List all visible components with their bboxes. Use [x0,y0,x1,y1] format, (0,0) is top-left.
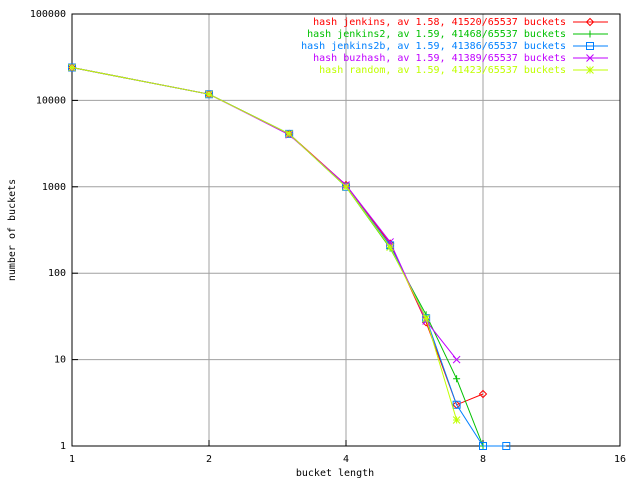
y-tick-label: 10000 [36,95,66,106]
x-tick-label: 4 [343,454,349,465]
x-tick-label: 8 [480,454,486,465]
point-marker [586,54,594,62]
y-tick-label: 1000 [42,182,66,193]
point-marker [205,90,213,99]
legend-label: hash buzhash, av 1.59, 41389/65537 bucke… [313,53,566,64]
point-marker [585,17,595,27]
series-line [71,67,507,447]
y-axis-label: number of buckets [7,179,18,281]
legend-label: hash jenkins2, av 1.59, 41468/65537 buck… [307,29,566,40]
point-marker [502,442,511,450]
point-marker [453,375,461,383]
x-tick-label: 1 [69,454,75,465]
x-tick-label: 16 [614,454,626,465]
point-marker [452,416,461,424]
x-tick-label: 2 [206,454,212,465]
point-marker [478,389,488,399]
legend-label: hash random, av 1.59, 41423/65537 bucket… [319,65,566,76]
y-tick-label: 100000 [30,9,66,20]
point-marker [205,90,213,99]
series-line [71,67,484,447]
point-marker [342,182,350,191]
plot-frame [71,13,621,447]
point-marker [586,66,594,74]
y-tick-label: 1 [60,441,66,452]
point-marker [586,42,594,50]
y-tick-label: 100 [48,268,66,279]
point-marker [479,442,487,450]
point-marker [285,130,293,138]
series-line [71,67,458,421]
point-marker [452,355,461,364]
y-tick-label: 10 [54,355,66,366]
point-marker [422,314,431,323]
series-line [71,67,458,360]
legend-label: hash jenkins, av 1.58, 41520/65537 bucke… [313,17,566,28]
point-marker [68,63,76,72]
point-marker [68,63,76,72]
point-marker [586,30,594,38]
point-marker [422,314,430,323]
legend-label: hash jenkins2b, av 1.59, 41386/65537 buc… [301,41,566,52]
series-line [71,67,484,406]
point-marker [452,400,461,409]
x-axis-label: bucket length [296,468,374,479]
point-marker [386,243,394,252]
